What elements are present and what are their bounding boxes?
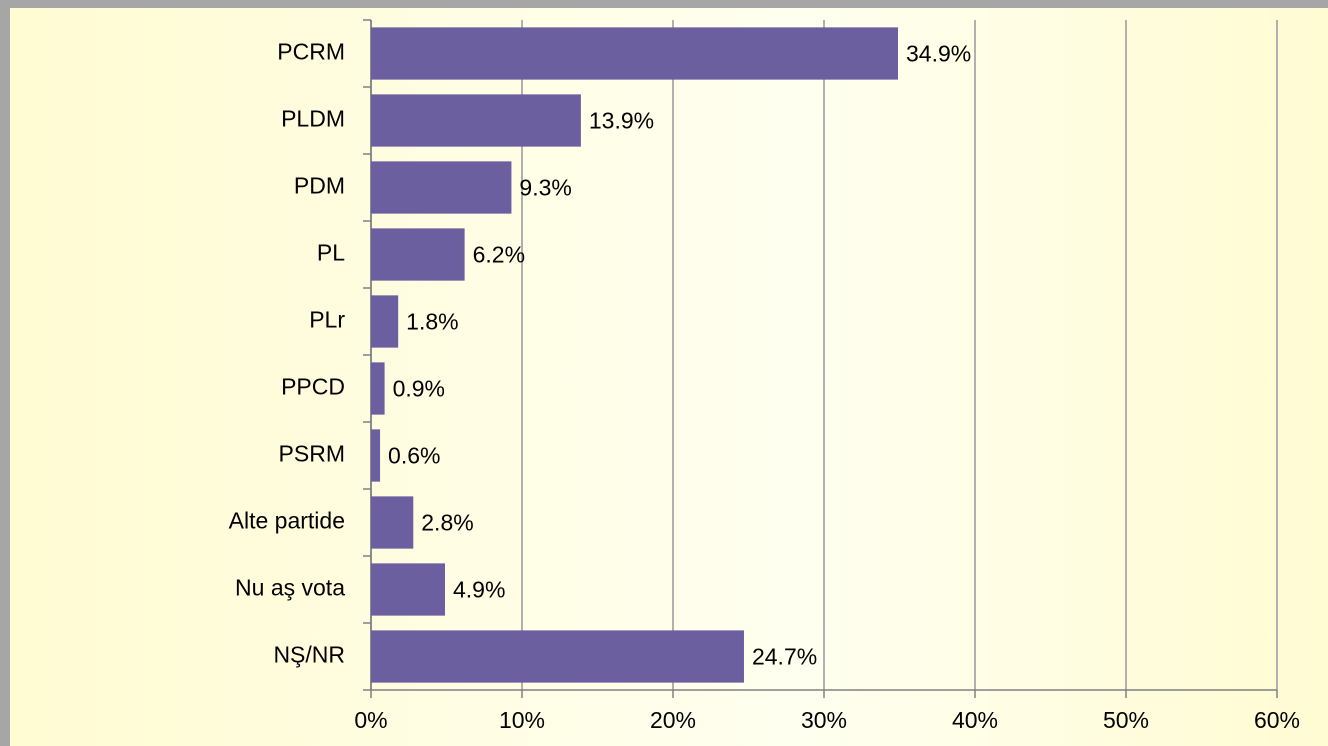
y-tick-label: Alte partide	[229, 508, 345, 534]
data-label: 34.9%	[906, 41, 971, 67]
x-tick-label: 50%	[1103, 707, 1149, 733]
x-tick-label: 10%	[499, 707, 545, 733]
data-label: 9.3%	[519, 175, 571, 201]
data-label: 4.9%	[453, 577, 505, 603]
y-tick-label: PSRM	[279, 441, 345, 467]
data-label: 24.7%	[752, 644, 817, 670]
y-tick-label: PL	[317, 240, 345, 266]
y-tick-label: PLr	[309, 307, 345, 333]
bar	[371, 94, 581, 147]
data-label: 1.8%	[406, 309, 458, 335]
x-tick-label: 0%	[354, 707, 387, 733]
data-label: 0.9%	[393, 376, 445, 402]
y-tick-label: PDM	[294, 173, 345, 199]
data-label: 6.2%	[473, 242, 525, 268]
y-tick-label: Nu aş vota	[235, 575, 345, 601]
bar	[371, 429, 381, 482]
background	[10, 8, 1328, 746]
data-label: 13.9%	[589, 108, 654, 134]
y-tick-label: PLDM	[281, 106, 345, 132]
x-tick-label: 30%	[801, 707, 847, 733]
data-label: 2.8%	[421, 510, 473, 536]
y-tick-label: PCRM	[277, 39, 345, 65]
y-tick-label: NŞ/NR	[273, 642, 345, 668]
bar	[371, 630, 744, 683]
bar	[371, 362, 385, 415]
bar	[371, 161, 512, 214]
bar	[371, 27, 898, 80]
bar	[371, 563, 445, 616]
bar	[371, 295, 399, 348]
x-tick-label: 20%	[650, 707, 696, 733]
y-tick-label: PPCD	[281, 374, 345, 400]
bar	[371, 496, 414, 549]
x-tick-label: 60%	[1254, 707, 1300, 733]
data-label: 0.6%	[388, 443, 440, 469]
x-tick-label: 40%	[952, 707, 998, 733]
bar	[371, 228, 465, 281]
